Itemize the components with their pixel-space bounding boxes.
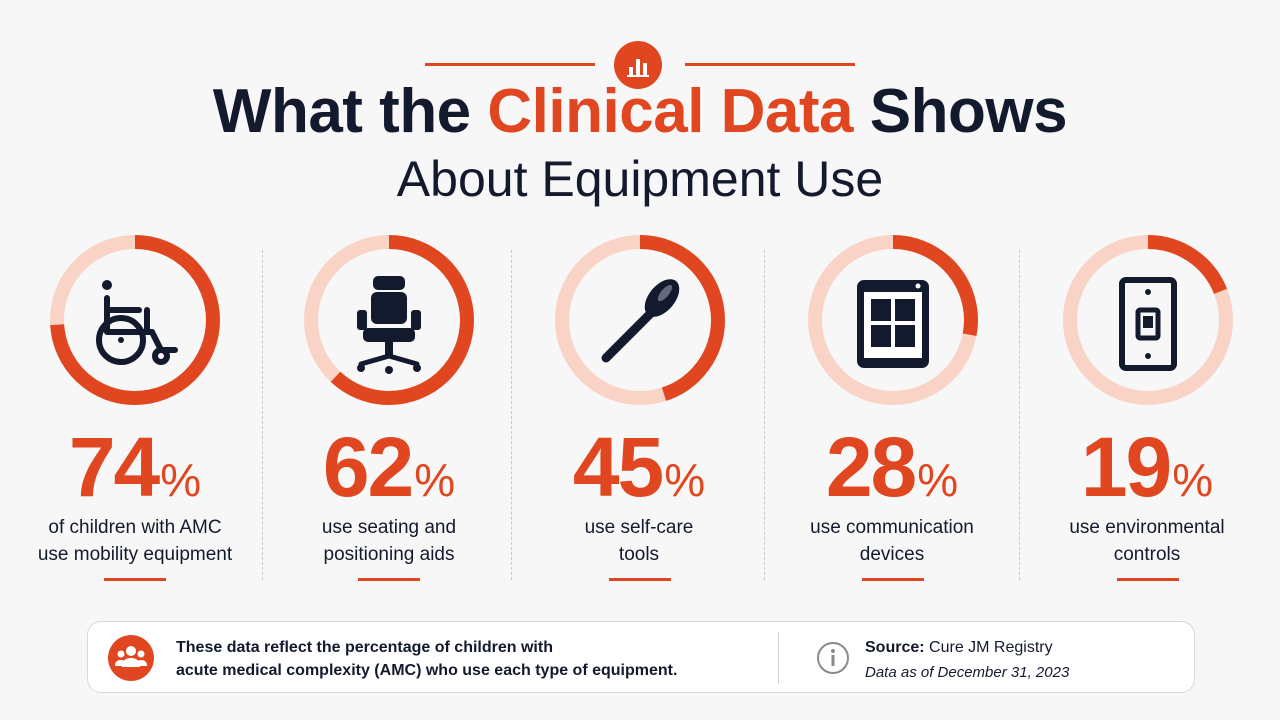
ring-progress — [555, 235, 725, 405]
stat-value: 45% — [512, 422, 766, 537]
source-value: Cure JM Registry — [929, 639, 1053, 656]
stat-description: use seating and positioning aids — [262, 514, 516, 568]
stat-desc-line2: controls — [1113, 544, 1181, 565]
stat-number: 28 — [825, 420, 917, 514]
header-decoration — [0, 20, 1280, 89]
source-line: Source: Cure JM Registry — [865, 637, 1053, 659]
title-accent: Clinical Data — [487, 77, 854, 146]
stats-row: 74% of children with AMC use mobility equ… — [0, 230, 1280, 590]
divider — [262, 250, 263, 580]
stat-underline — [862, 578, 924, 581]
stat-environmental: 19% use environmental controls — [1020, 230, 1274, 590]
light-switch-icon — [1119, 277, 1177, 371]
footer-divider — [778, 632, 779, 684]
decor-line-right — [685, 63, 855, 66]
page-title: What the Clinical Data Shows — [0, 76, 1280, 148]
ring-progress — [304, 235, 474, 405]
bar-chart-icon — [614, 41, 662, 89]
info-icon — [816, 641, 850, 675]
stat-ring — [301, 232, 477, 408]
percent-sign: % — [414, 454, 456, 506]
divider — [764, 250, 765, 580]
stat-description: use self-care tools — [512, 514, 766, 568]
stat-value: 28% — [765, 422, 1019, 537]
stat-value: 19% — [1020, 422, 1274, 537]
stat-seating: 62% use seating and positioning aids — [262, 230, 516, 590]
stat-ring — [1060, 232, 1236, 408]
divider — [1019, 250, 1020, 580]
office-chair-icon — [357, 276, 421, 374]
stat-desc-line2: use mobility equipment — [37, 544, 233, 565]
footer-note: These data reflect the percentage of chi… — [176, 636, 796, 682]
stat-desc-line1: use self-care — [584, 517, 694, 538]
stat-underline — [1117, 578, 1179, 581]
stat-value: 74% — [8, 422, 262, 537]
source-label: Source: — [865, 639, 925, 656]
stat-underline — [358, 578, 420, 581]
percent-sign: % — [1172, 454, 1214, 506]
stat-number: 62 — [322, 420, 414, 514]
stat-description: use communication devices — [765, 514, 1019, 568]
footer-note-line2: acute medical complexity (AMC) who use e… — [176, 662, 678, 679]
data-as-of: Data as of December 31, 2023 — [865, 664, 1070, 681]
stat-ring — [805, 232, 981, 408]
stat-number: 19 — [1080, 420, 1172, 514]
percent-sign: % — [160, 454, 202, 506]
stat-desc-line2: positioning aids — [323, 544, 455, 565]
stat-number: 74 — [68, 420, 160, 514]
stat-desc-line1: use communication — [810, 517, 974, 538]
stat-desc-line2: tools — [618, 544, 660, 565]
decor-line-left — [425, 63, 595, 66]
footer-note-line1: These data reflect the percentage of chi… — [176, 639, 553, 656]
progress-ring — [304, 235, 474, 405]
stat-underline — [104, 578, 166, 581]
progress-ring — [808, 235, 978, 405]
percent-sign: % — [664, 454, 706, 506]
stat-desc-line2: devices — [859, 544, 925, 565]
tablet-icon — [857, 280, 929, 368]
percent-sign: % — [917, 454, 959, 506]
stat-underline — [609, 578, 671, 581]
divider — [511, 250, 512, 580]
stat-desc-line1: of children with AMC — [48, 517, 222, 538]
stat-mobility: 74% of children with AMC use mobility equ… — [8, 230, 262, 590]
wheelchair-icon — [96, 280, 178, 365]
stat-desc-line1: use environmental — [1069, 517, 1225, 538]
spoon-icon — [601, 279, 680, 363]
progress-ring — [555, 235, 725, 405]
ring-progress — [50, 235, 220, 405]
ring-progress — [1063, 235, 1233, 405]
stat-value: 62% — [262, 422, 516, 537]
title-part1: What the — [212, 77, 488, 146]
stat-self-care: 45% use self-care tools — [512, 230, 766, 590]
stat-ring — [552, 232, 728, 408]
progress-ring — [1063, 235, 1233, 405]
page-subtitle: About Equipment Use — [396, 151, 884, 207]
stat-communication: 28% use communication devices — [765, 230, 1019, 590]
progress-ring — [50, 235, 220, 405]
footer-panel: These data reflect the percentage of chi… — [87, 621, 1195, 693]
ring-progress — [808, 235, 978, 405]
stat-ring — [47, 232, 223, 408]
stat-number: 45 — [572, 420, 664, 514]
stat-description: use environmental controls — [1020, 514, 1274, 568]
stat-desc-line1: use seating and — [321, 517, 457, 538]
stat-description: of children with AMC use mobility equipme… — [8, 514, 262, 568]
people-group-icon — [108, 635, 154, 681]
title-part2: Shows — [853, 77, 1068, 146]
